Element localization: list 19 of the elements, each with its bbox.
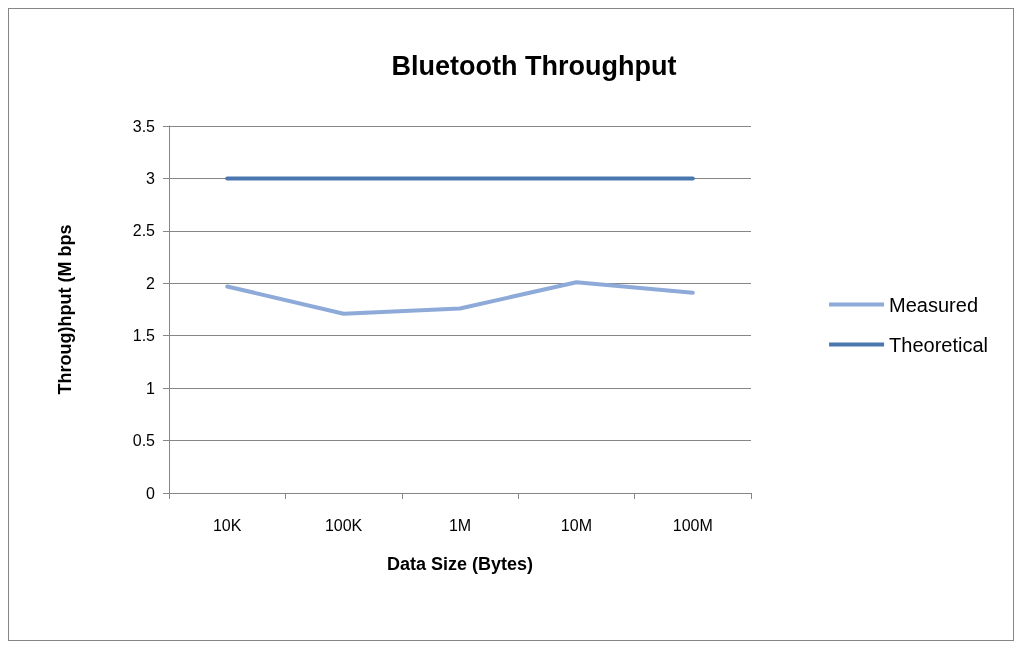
legend-label: Theoretical [889,333,988,356]
legend-label: Measured [889,293,978,316]
x-tick-label: 100K [324,516,363,534]
x-tick-label: 10M [560,516,592,534]
y-tick-label: 0.5 [132,432,156,450]
y-tick-label: 2 [146,274,156,292]
y-tick-label: 1 [146,379,156,397]
y-tick-label: 2.5 [132,222,156,240]
y-axis-title: Throug)hput (M bps [55,224,75,395]
x-tick-label: 10K [212,516,242,534]
y-tick-label: 1.5 [132,327,156,345]
chart-title: Bluetooth Throughput [391,50,677,81]
x-tick-label: 1M [448,516,472,534]
x-axis-title: Data Size (Bytes) [386,554,534,574]
x-tick-label: 100M [672,516,713,534]
line-series [225,280,695,316]
y-tick-label: 3.5 [132,117,156,135]
y-tick-label: 3 [146,169,156,187]
y-tick-label: 0 [146,484,156,502]
